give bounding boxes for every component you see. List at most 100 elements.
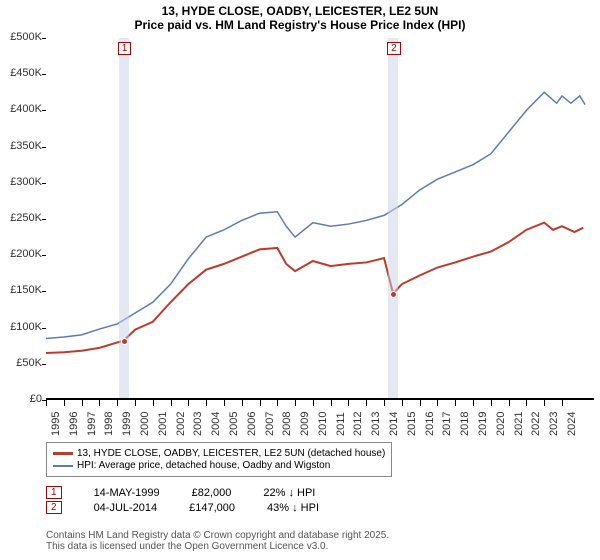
x-tick-mark: [99, 400, 100, 406]
x-tick-mark: [437, 400, 438, 406]
plot-area: 12: [46, 38, 594, 400]
x-axis-tick: 2008: [281, 412, 293, 436]
legend-swatch-hpi: [53, 465, 73, 467]
sale-price: £147,000: [189, 502, 235, 514]
legend-row-price-paid: 13, HYDE CLOSE, OADBY, LEICESTER, LE2 5U…: [53, 448, 385, 459]
x-axis-tick: 2024: [566, 412, 578, 436]
y-axis-tick: £150K: [0, 284, 42, 296]
sale-dot: [121, 338, 128, 345]
x-tick-mark: [277, 400, 278, 406]
x-tick-mark: [313, 400, 314, 406]
x-axis-tick: 1999: [121, 412, 133, 436]
chart-subtitle: Price paid vs. HM Land Registry's House …: [0, 18, 600, 32]
x-tick-mark: [384, 400, 385, 406]
sale-table: 114-MAY-1999£82,00022% ↓ HPI204-JUL-2014…: [46, 484, 319, 516]
x-axis-tick: 2001: [157, 412, 169, 436]
x-axis-tick: 2006: [246, 412, 258, 436]
x-axis-tick: 2012: [352, 412, 364, 436]
x-axis-tick: 1996: [68, 412, 80, 436]
x-axis-tick: 2023: [548, 412, 560, 436]
x-axis-tick: 2007: [264, 412, 276, 436]
y-axis-tick: £400K: [0, 103, 42, 115]
y-axis-tick: £500K: [0, 31, 42, 43]
footer-line1: Contains HM Land Registry data © Crown c…: [46, 530, 389, 541]
x-tick-mark: [295, 400, 296, 406]
x-tick-mark: [562, 400, 563, 406]
x-tick-mark: [46, 400, 47, 406]
x-axis-tick: 2002: [175, 412, 187, 436]
x-tick-mark: [135, 400, 136, 406]
y-tick-mark: [42, 219, 46, 220]
y-axis-tick: £300K: [0, 176, 42, 188]
footer: Contains HM Land Registry data © Crown c…: [46, 530, 389, 552]
x-axis-tick: 2016: [424, 412, 436, 436]
sale-num: 1: [46, 486, 62, 499]
sale-price: £82,000: [192, 487, 232, 499]
y-tick-mark: [42, 74, 46, 75]
y-axis-tick: £0: [0, 393, 42, 405]
footer-line2: This data is licensed under the Open Gov…: [46, 541, 389, 552]
x-tick-mark: [331, 400, 332, 406]
sale-diff: 43% ↓ HPI: [267, 502, 319, 514]
x-tick-mark: [206, 400, 207, 406]
sale-dot: [390, 291, 397, 298]
x-axis-tick: 2022: [530, 412, 542, 436]
y-axis-tick: £450K: [0, 67, 42, 79]
x-tick-mark: [242, 400, 243, 406]
x-tick-mark: [526, 400, 527, 406]
x-axis-tick: 2010: [317, 412, 329, 436]
x-axis-tick: 1997: [86, 412, 98, 436]
x-tick-mark: [171, 400, 172, 406]
sale-table-row: 2 04-JUL-2014 £147,000 43% ↓ HPI: [46, 501, 319, 514]
y-axis-tick: £250K: [0, 212, 42, 224]
x-tick-mark: [366, 400, 367, 406]
sale-band: [388, 38, 398, 398]
y-tick-mark: [42, 328, 46, 329]
x-axis-tick: 2014: [388, 412, 400, 436]
x-axis-tick: 2017: [441, 412, 453, 436]
x-axis-tick: 1998: [103, 412, 115, 436]
x-tick-mark: [153, 400, 154, 406]
x-axis-tick: 2020: [495, 412, 507, 436]
legend-label-price-paid: 13, HYDE CLOSE, OADBY, LEICESTER, LE2 5U…: [77, 448, 385, 459]
sale-num: 2: [46, 501, 62, 514]
x-tick-mark: [402, 400, 403, 406]
x-axis-tick: 2021: [513, 412, 525, 436]
x-axis-tick: 2013: [370, 412, 382, 436]
y-axis-tick: £50K: [0, 357, 42, 369]
x-tick-mark: [260, 400, 261, 406]
y-tick-mark: [42, 364, 46, 365]
x-axis-tick: 2005: [228, 412, 240, 436]
sale-date: 14-MAY-1999: [94, 487, 160, 499]
x-tick-mark: [348, 400, 349, 406]
x-tick-mark: [117, 400, 118, 406]
x-tick-mark: [455, 400, 456, 406]
x-tick-mark: [509, 400, 510, 406]
y-tick-mark: [42, 110, 46, 111]
sale-marker-label: 2: [387, 42, 401, 55]
x-axis-tick: 2018: [459, 412, 471, 436]
x-axis-tick: 2015: [406, 412, 418, 436]
x-tick-mark: [224, 400, 225, 406]
sale-table-row: 114-MAY-1999£82,00022% ↓ HPI: [46, 486, 319, 499]
y-axis-tick: £200K: [0, 248, 42, 260]
x-axis-tick: 1995: [50, 412, 62, 436]
sale-date: 04-JUL-2014: [94, 502, 158, 514]
x-axis-tick: 2003: [192, 412, 204, 436]
legend-row-hpi: HPI: Average price, detached house, Oadb…: [53, 460, 385, 471]
y-tick-mark: [42, 147, 46, 148]
y-tick-mark: [42, 291, 46, 292]
legend: 13, HYDE CLOSE, OADBY, LEICESTER, LE2 5U…: [46, 442, 392, 477]
y-tick-mark: [42, 183, 46, 184]
x-tick-mark: [82, 400, 83, 406]
x-axis-tick: 2019: [477, 412, 489, 436]
y-tick-mark: [42, 255, 46, 256]
x-axis-tick: 2011: [335, 412, 347, 436]
y-tick-mark: [42, 38, 46, 39]
legend-swatch-price-paid: [53, 452, 73, 455]
sale-marker-label: 1: [118, 42, 132, 55]
x-tick-mark: [473, 400, 474, 406]
x-tick-mark: [188, 400, 189, 406]
x-axis-tick: 2004: [210, 412, 222, 436]
x-axis-tick: 2000: [139, 412, 151, 436]
